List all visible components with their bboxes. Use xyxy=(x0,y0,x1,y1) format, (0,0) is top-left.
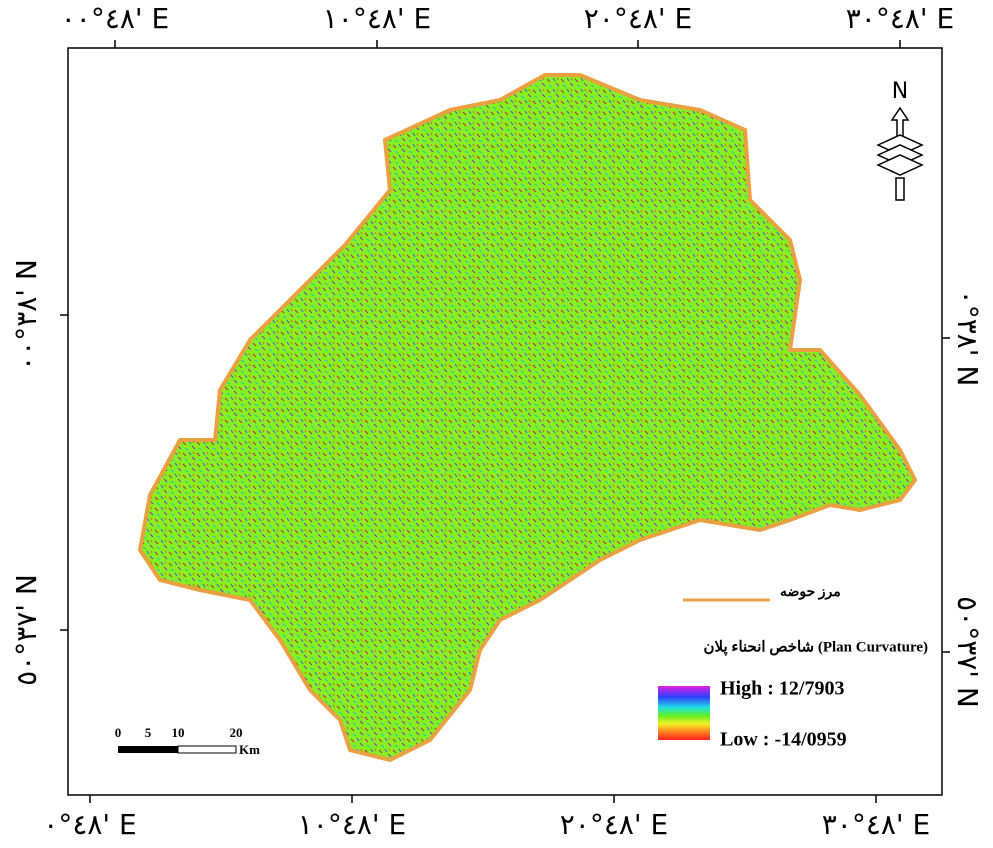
coordinate-label: ٣٧°٥٠' N xyxy=(951,596,984,708)
legend-title: شاخص انحناء پلان (Plan Curvature) xyxy=(704,639,929,656)
legend-boundary: مرز حوضه xyxy=(780,585,841,600)
scale-label: 0 xyxy=(115,725,122,740)
scale-label: 20 xyxy=(230,725,243,740)
coordinate-label: ٤٨°٢٠' E xyxy=(560,808,668,841)
coordinate-label: ٤٨°١٠' E xyxy=(323,2,431,35)
scale-unit: Km xyxy=(239,742,260,757)
coordinate-label: ٤٨°٠٠' E xyxy=(61,2,169,35)
coordinate-label: ٣٨°٠' N xyxy=(951,290,984,387)
legend-low: Low : -14/0959 xyxy=(720,729,847,751)
coordinate-label: ٤٨°٢٠' E xyxy=(584,2,692,35)
coordinate-label: ٤٨°٣٠' E xyxy=(846,2,954,35)
legend-high: High : 12/7903 xyxy=(720,678,844,700)
north-arrow: N xyxy=(878,79,922,200)
coordinate-label: ٤٨°٠' E xyxy=(43,808,136,841)
coordinate-label: ٤٨°١٠' E xyxy=(298,808,406,841)
north-label: N xyxy=(892,79,908,104)
coordinate-label: ٣٧°٥٠' N xyxy=(10,574,43,686)
coordinate-label: ٤٨°٣٠' E xyxy=(822,808,930,841)
scale-label: 10 xyxy=(172,725,185,740)
basin xyxy=(140,75,915,760)
map: ٤٨°٠٠' E ٤٨°١٠' E ٤٨°٢٠' E ٤٨°٣٠' E ٤٨°٠' E ٤… xyxy=(0,0,993,848)
scale-bar: 0 5 10 20 Km xyxy=(115,725,260,757)
color-ramp xyxy=(658,686,710,740)
coordinate-label: ٣٨°٠٠' N xyxy=(10,259,43,371)
scale-label: 5 xyxy=(145,725,152,740)
